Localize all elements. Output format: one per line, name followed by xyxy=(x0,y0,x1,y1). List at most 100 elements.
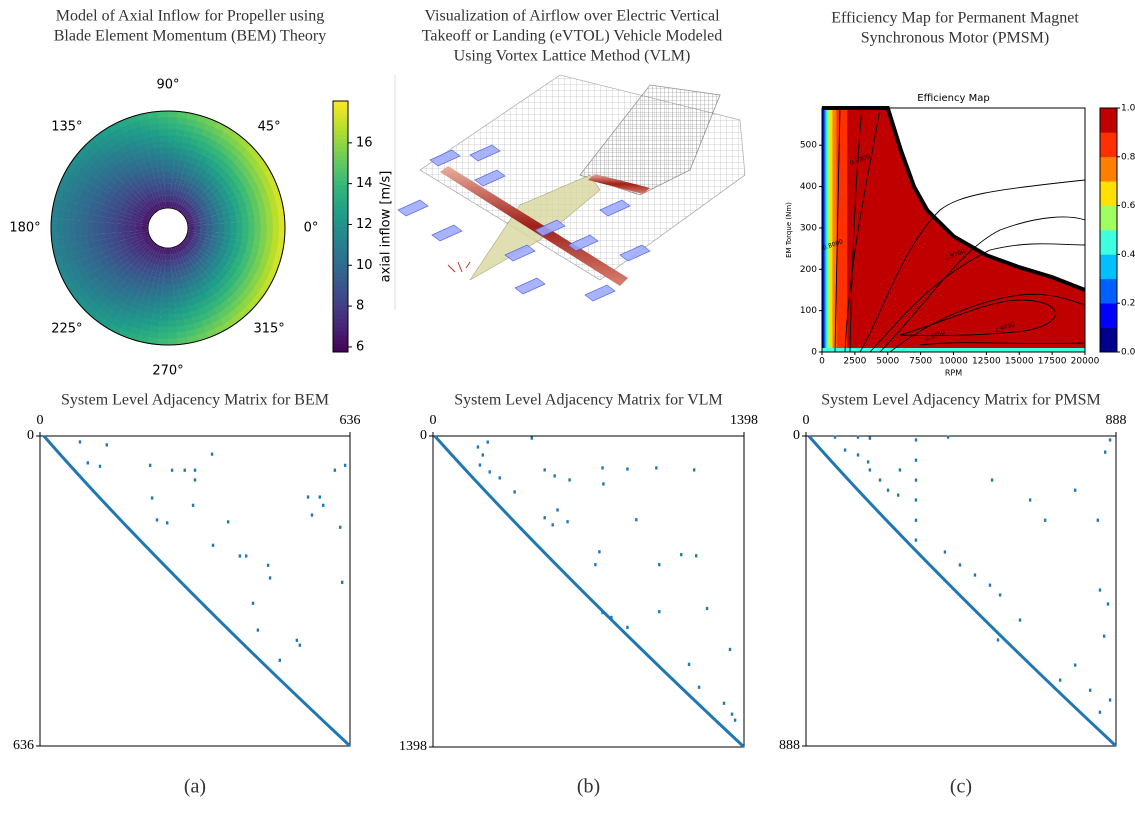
heatmap-cell xyxy=(149,123,160,131)
heatmap-cell xyxy=(219,161,230,171)
heatmap-cell xyxy=(104,131,116,143)
heatmap-cell xyxy=(168,338,179,346)
heatmap-cell xyxy=(63,209,71,220)
heatmap-cell xyxy=(148,117,159,125)
heatmap-cell xyxy=(173,246,178,254)
heatmap-cell xyxy=(124,216,132,222)
heatmap-cell xyxy=(151,282,159,290)
heatmap-cell xyxy=(176,123,187,131)
heatmap-cell xyxy=(223,126,236,138)
nonzero-entry xyxy=(722,701,726,705)
heatmap-cell xyxy=(89,302,101,314)
colorbar-cell xyxy=(1100,278,1117,304)
panel-title: Using Vortex Lattice Method (VLM) xyxy=(454,48,691,65)
heatmap-cell xyxy=(272,218,280,228)
x-tick-label: 636 xyxy=(340,413,361,428)
heatmap-cell xyxy=(180,173,188,181)
heatmap-cell xyxy=(97,181,107,191)
heatmap-cell xyxy=(177,337,189,345)
heatmap-cell xyxy=(253,211,261,221)
heatmap-cell xyxy=(153,301,162,309)
nonzero-entry xyxy=(898,468,902,472)
heatmap-cell xyxy=(179,179,186,187)
heatmap-cell xyxy=(243,198,253,208)
heatmap-cell xyxy=(254,219,262,228)
heatmap-cell xyxy=(178,257,185,265)
heatmap-cell xyxy=(174,301,183,309)
heatmap-cell xyxy=(192,254,200,263)
heatmap-cell xyxy=(230,227,237,234)
heatmap-cell xyxy=(182,136,193,145)
angle-tick-label: 315° xyxy=(253,322,284,337)
heatmap-cell xyxy=(153,276,160,284)
heatmap-cell xyxy=(96,274,107,285)
colorbar-cell xyxy=(333,293,348,299)
nonzero-entry xyxy=(476,445,480,449)
heatmap-cell xyxy=(167,153,175,160)
nonzero-entry xyxy=(601,610,604,615)
heatmap-cell xyxy=(230,196,239,205)
nonzero-entry xyxy=(697,685,701,689)
heatmap-cell xyxy=(81,212,89,222)
nonzero-entry xyxy=(339,525,342,529)
heatmap-cell xyxy=(217,136,229,148)
heatmap-cell xyxy=(248,227,255,236)
heatmap-cell xyxy=(149,186,155,194)
heatmap-cell xyxy=(225,175,235,186)
heatmap-cell xyxy=(159,134,168,142)
nonzero-entry xyxy=(193,468,197,472)
colorbar-tick-label: 14 xyxy=(356,176,373,191)
nonzero-entry xyxy=(566,520,569,524)
heatmap-cell xyxy=(199,233,206,238)
heatmap-cell xyxy=(86,281,98,292)
heatmap-cell xyxy=(190,211,198,217)
heatmap-cell xyxy=(229,215,237,223)
heatmap-cell xyxy=(147,209,154,216)
nonzero-entry xyxy=(856,435,860,439)
nonzero-entry xyxy=(594,563,597,567)
colorbar-cell xyxy=(333,222,348,227)
heatmap-cell xyxy=(239,138,251,150)
heatmap-cell xyxy=(150,129,160,137)
heatmap-cell xyxy=(62,228,70,238)
heatmap-cell xyxy=(114,245,123,253)
heatmap-cell xyxy=(195,241,203,248)
heatmap-cell xyxy=(253,280,265,292)
nonzero-entry xyxy=(694,554,698,558)
heatmap-cell xyxy=(121,289,131,299)
heatmap-cell xyxy=(129,202,137,209)
heatmap-cell xyxy=(181,255,188,263)
colorbar-cell xyxy=(333,159,348,165)
heatmap-cell xyxy=(164,183,168,190)
heatmap-cell xyxy=(136,234,144,240)
angle-tick-label: 90° xyxy=(156,78,179,93)
heatmap-cell xyxy=(195,252,203,260)
nonzero-entry xyxy=(1018,618,1022,622)
heatmap-cell xyxy=(138,264,146,272)
nonzero-entry xyxy=(843,448,847,452)
heatmap-cell xyxy=(229,162,240,173)
heatmap-cell xyxy=(140,323,152,332)
heatmap-cell xyxy=(235,302,247,314)
heatmap-cell xyxy=(245,241,254,251)
heatmap-cell xyxy=(142,292,151,301)
heatmap-cell xyxy=(277,207,285,219)
heatmap-cell xyxy=(188,250,196,258)
nonzero-entry xyxy=(1102,634,1106,638)
heatmap-cell xyxy=(193,186,201,195)
heatmap-cell xyxy=(260,219,268,228)
heatmap-cell xyxy=(248,220,255,228)
heatmap-cell xyxy=(124,260,133,269)
heatmap-cell xyxy=(81,220,88,229)
heatmap-cell xyxy=(74,219,82,229)
heatmap-cell xyxy=(205,157,215,167)
heatmap-cell xyxy=(87,174,97,185)
heatmap-cell xyxy=(196,181,205,190)
heatmap-cell xyxy=(139,118,150,127)
heatmap-cell xyxy=(123,317,135,327)
colorbar-cell xyxy=(333,255,348,261)
heatmap-cell xyxy=(184,254,191,262)
heatmap-cell xyxy=(111,218,119,224)
heatmap-cell xyxy=(167,159,174,166)
x-tick-label: 888 xyxy=(1106,413,1127,428)
